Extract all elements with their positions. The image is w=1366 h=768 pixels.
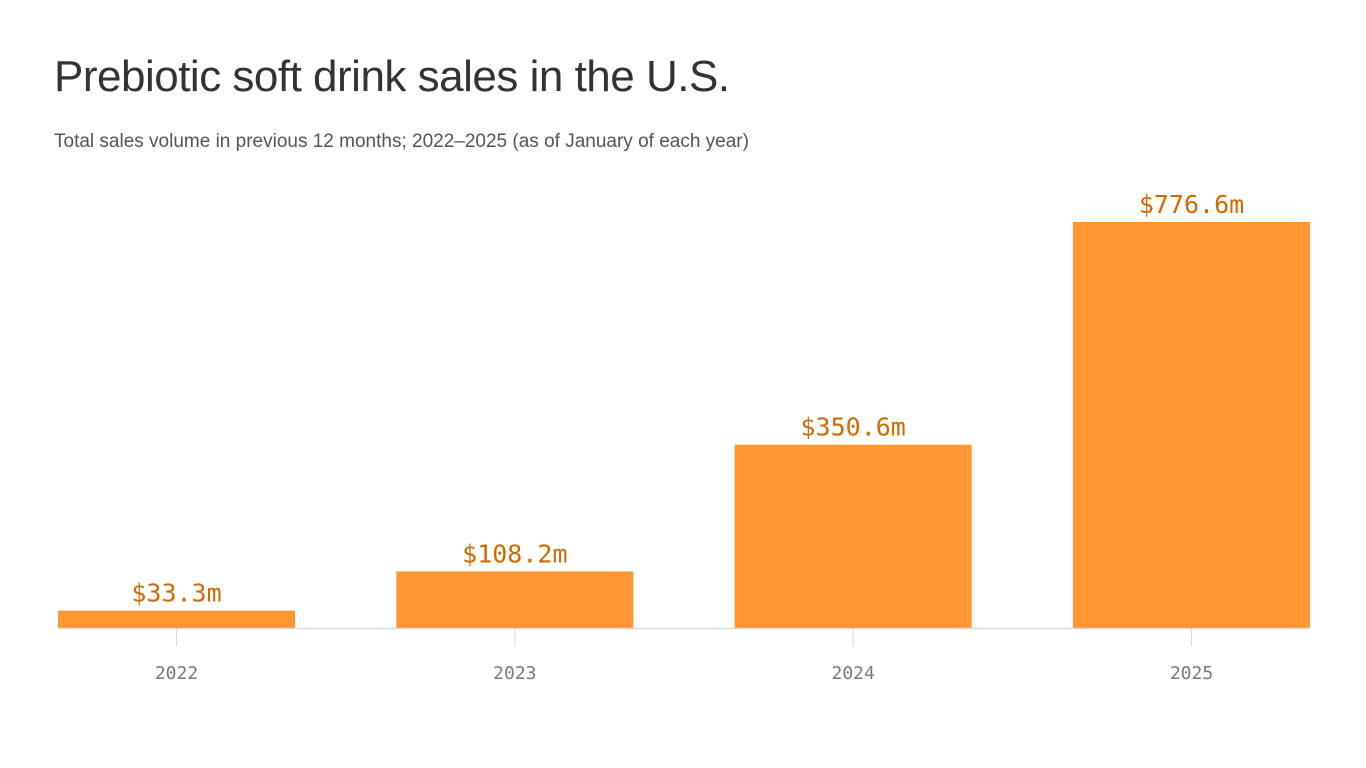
x-tick-label-2024: 2024 [831,663,874,684]
bar-2024 [734,444,972,628]
value-label-2023: $108.2m [462,539,567,568]
bars-group [58,222,1310,628]
value-label-2025: $776.6m [1139,190,1244,219]
x-tick-label-2023: 2023 [493,663,536,684]
bar-2022 [58,610,295,628]
value-label-2022: $33.3m [131,579,221,608]
chart-subtitle: Total sales volume in previous 12 months… [54,131,749,152]
value-labels-group: $33.3m $108.2m $350.6m $776.6m [131,190,1244,608]
bar-2023 [396,571,634,628]
x-tick-label-2025: 2025 [1170,663,1213,684]
value-label-2024: $350.6m [800,413,905,442]
x-tick-label-2022: 2022 [155,663,198,684]
x-axis-ticks: 2022 2023 2024 2025 [155,628,1213,684]
bar-2025 [1073,222,1310,628]
chart-title: Prebiotic soft drink sales in the U.S. [54,52,730,101]
